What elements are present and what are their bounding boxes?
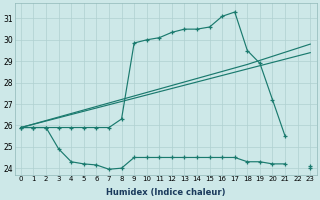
X-axis label: Humidex (Indice chaleur): Humidex (Indice chaleur)	[106, 188, 225, 197]
